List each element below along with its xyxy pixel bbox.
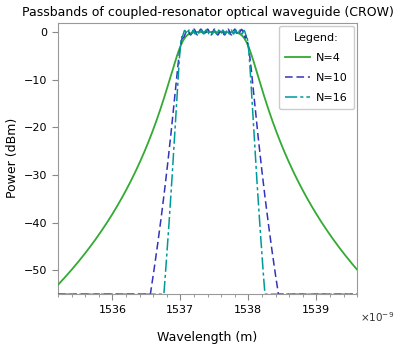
N=16 [335, 292, 340, 296]
N=16 [197, 32, 202, 36]
N=16 [236, 30, 241, 34]
N=4 [248, 49, 252, 53]
N=10 [270, 250, 275, 254]
N=16 [248, 66, 252, 70]
N=16 [270, 292, 275, 296]
N=16 [212, 28, 217, 32]
N=10 [130, 292, 135, 296]
Legend: N=4, N=10, N=16: N=4, N=10, N=16 [279, 26, 354, 109]
N=4 [56, 283, 60, 287]
Text: $\times10^{-9}$: $\times10^{-9}$ [360, 311, 394, 324]
N=4 [197, 30, 202, 34]
N=4 [335, 243, 340, 248]
N=10 [212, 27, 217, 31]
Y-axis label: Power (dBm): Power (dBm) [6, 118, 18, 198]
N=4 [236, 31, 241, 36]
N=4 [212, 30, 216, 34]
N=4 [130, 175, 135, 180]
Title: Passbands of coupled-resonator optical waveguide (CROW): Passbands of coupled-resonator optical w… [22, 6, 394, 19]
N=4 [355, 268, 360, 272]
N=10 [236, 32, 241, 36]
N=10 [197, 29, 202, 33]
N=10 [56, 292, 60, 296]
N=16 [130, 292, 135, 296]
Line: N=16: N=16 [58, 30, 357, 294]
N=10 [335, 292, 340, 296]
N=10 [248, 56, 252, 61]
N=4 [270, 118, 275, 122]
N=16 [355, 292, 360, 296]
Line: N=10: N=10 [58, 29, 357, 294]
X-axis label: Wavelength (m): Wavelength (m) [158, 331, 258, 344]
N=16 [56, 292, 60, 296]
N=10 [355, 292, 360, 296]
Line: N=4: N=4 [58, 32, 357, 285]
